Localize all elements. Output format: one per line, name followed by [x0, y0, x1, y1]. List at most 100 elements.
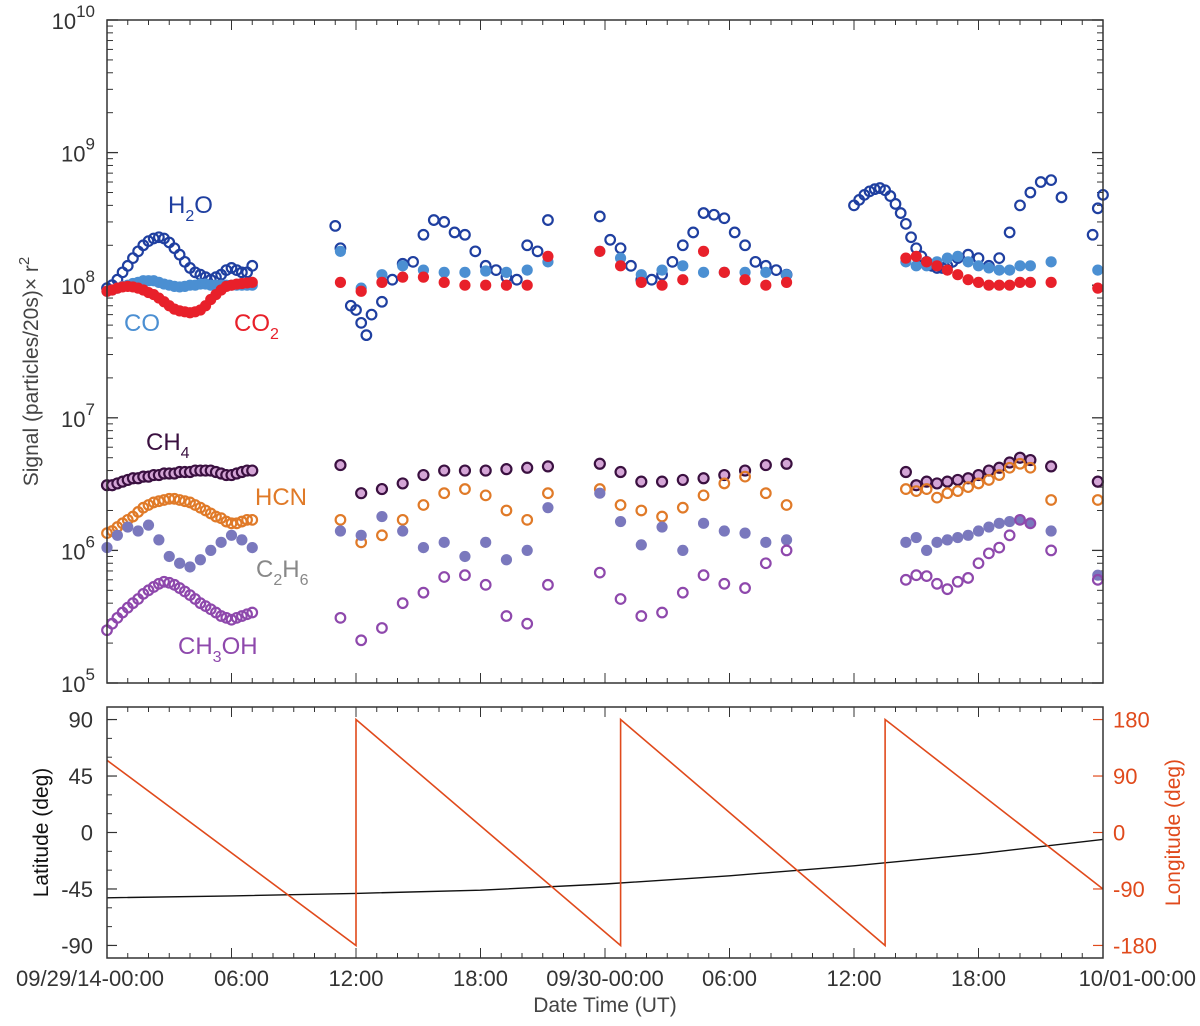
point-hcn [982, 474, 995, 486]
point-c2h6 [993, 517, 1005, 529]
point-c2h6 [194, 554, 206, 566]
point-c2h6 [941, 534, 953, 546]
point-c2h6 [480, 536, 492, 548]
point-hcn [173, 494, 186, 506]
point-ch4 [951, 473, 964, 487]
point-ch4 [438, 464, 451, 477]
point-c2h6 [983, 521, 995, 533]
point-ch3oh [899, 573, 912, 586]
point-ch3oh [759, 557, 772, 570]
point-hcn [697, 489, 710, 502]
point-h2o [645, 273, 658, 286]
point-hcn [147, 496, 160, 509]
point-hcn [1014, 457, 1026, 470]
x-tick-label: 09/30-00:00 [546, 966, 663, 991]
point-hcn [951, 485, 964, 498]
point-ch4 [759, 458, 772, 472]
point-co2 [900, 252, 912, 264]
point-ch4 [417, 468, 430, 482]
point-ch4 [972, 468, 985, 482]
point-co2 [910, 250, 922, 262]
point-ch3oh [355, 634, 368, 647]
point-ch3oh [982, 547, 995, 560]
point-c2h6 [760, 536, 772, 548]
point-ch3oh [246, 606, 259, 619]
longitude-axis-label: Longitude (deg) [1162, 759, 1185, 906]
series-hcn [101, 457, 1104, 549]
point-h2o [894, 207, 907, 219]
point-co2 [614, 260, 627, 272]
point-hcn [676, 501, 689, 514]
point-co [677, 260, 689, 272]
signal-y-tick-labels: 105 106 107 108 109 1010 [52, 2, 95, 697]
point-c2h6 [921, 544, 933, 557]
point-co2 [1004, 279, 1016, 291]
point-c2h6 [376, 510, 388, 523]
point-c2h6 [677, 544, 689, 557]
point-hcn [152, 495, 165, 508]
position-ticks [106, 707, 1104, 958]
point-hcn [417, 499, 430, 511]
point-hcn [230, 517, 243, 530]
point-ch4 [614, 465, 627, 479]
signal-plot-frame [106, 19, 1104, 684]
signal-y-tick-label: 108 [61, 267, 95, 299]
point-c2h6 [459, 550, 471, 563]
point-ch3oh [1024, 517, 1037, 530]
point-c2h6 [205, 544, 217, 557]
point-ch3oh [158, 575, 170, 588]
point-co2 [760, 279, 772, 291]
point-co2 [1045, 276, 1057, 288]
point-hcn [396, 513, 409, 526]
point-co2 [1014, 276, 1026, 288]
series-c2h6 [101, 487, 1104, 581]
point-h2o [542, 214, 554, 226]
point-h2o [469, 245, 482, 258]
point-h2o [604, 233, 617, 246]
latitude-tick-label: 90 [69, 708, 93, 733]
point-c2h6 [132, 525, 144, 537]
point-ch3oh [500, 610, 513, 622]
point-c2h6 [697, 517, 710, 529]
x-axis-tick-labels: 09/29/14-00:00 06:00 12:00 18:00 09/30-00:00… [16, 966, 1196, 991]
point-co2 [921, 256, 933, 268]
point-h2o [593, 210, 606, 223]
point-hcn [931, 491, 943, 504]
point-co2 [376, 276, 388, 288]
point-hcn [910, 485, 923, 498]
latitude-tick-label: -45 [61, 877, 93, 902]
point-hcn [334, 513, 347, 526]
point-co2 [697, 245, 710, 257]
position-tick-labels: 90 45 0 -45 -90 180 90 0 -90 -180 [61, 708, 1157, 959]
point-ch4 [541, 460, 555, 473]
point-co2 [718, 266, 730, 278]
label-hcn: HCN [255, 484, 307, 511]
point-ch3oh [656, 606, 668, 619]
point-hcn [941, 487, 954, 500]
label-ch3oh: CH3OH [178, 633, 258, 666]
x-tick-label: 12:00 [328, 966, 383, 991]
point-c2h6 [500, 554, 513, 566]
point-h2o [365, 308, 378, 321]
point-ch3oh [438, 571, 451, 583]
point-co2 [500, 279, 513, 291]
point-co [376, 269, 388, 281]
longitude-tick-label: -180 [1113, 933, 1157, 958]
point-hcn [500, 504, 513, 517]
point-co2 [397, 271, 409, 283]
point-co [962, 256, 974, 268]
point-hcn [1003, 461, 1016, 474]
point-c2h6 [236, 534, 248, 546]
point-h2o [438, 216, 451, 228]
point-co [910, 260, 922, 272]
point-ch4 [899, 465, 912, 479]
point-ch3oh [334, 611, 347, 624]
signal-y-tick-label: 1010 [52, 2, 95, 34]
point-h2o [116, 266, 129, 279]
point-h2o [625, 259, 637, 272]
point-c2h6 [225, 529, 238, 541]
point-hcn [246, 513, 259, 526]
point-ch4 [479, 464, 492, 477]
point-co2 [931, 260, 943, 272]
point-ch4 [718, 468, 731, 482]
